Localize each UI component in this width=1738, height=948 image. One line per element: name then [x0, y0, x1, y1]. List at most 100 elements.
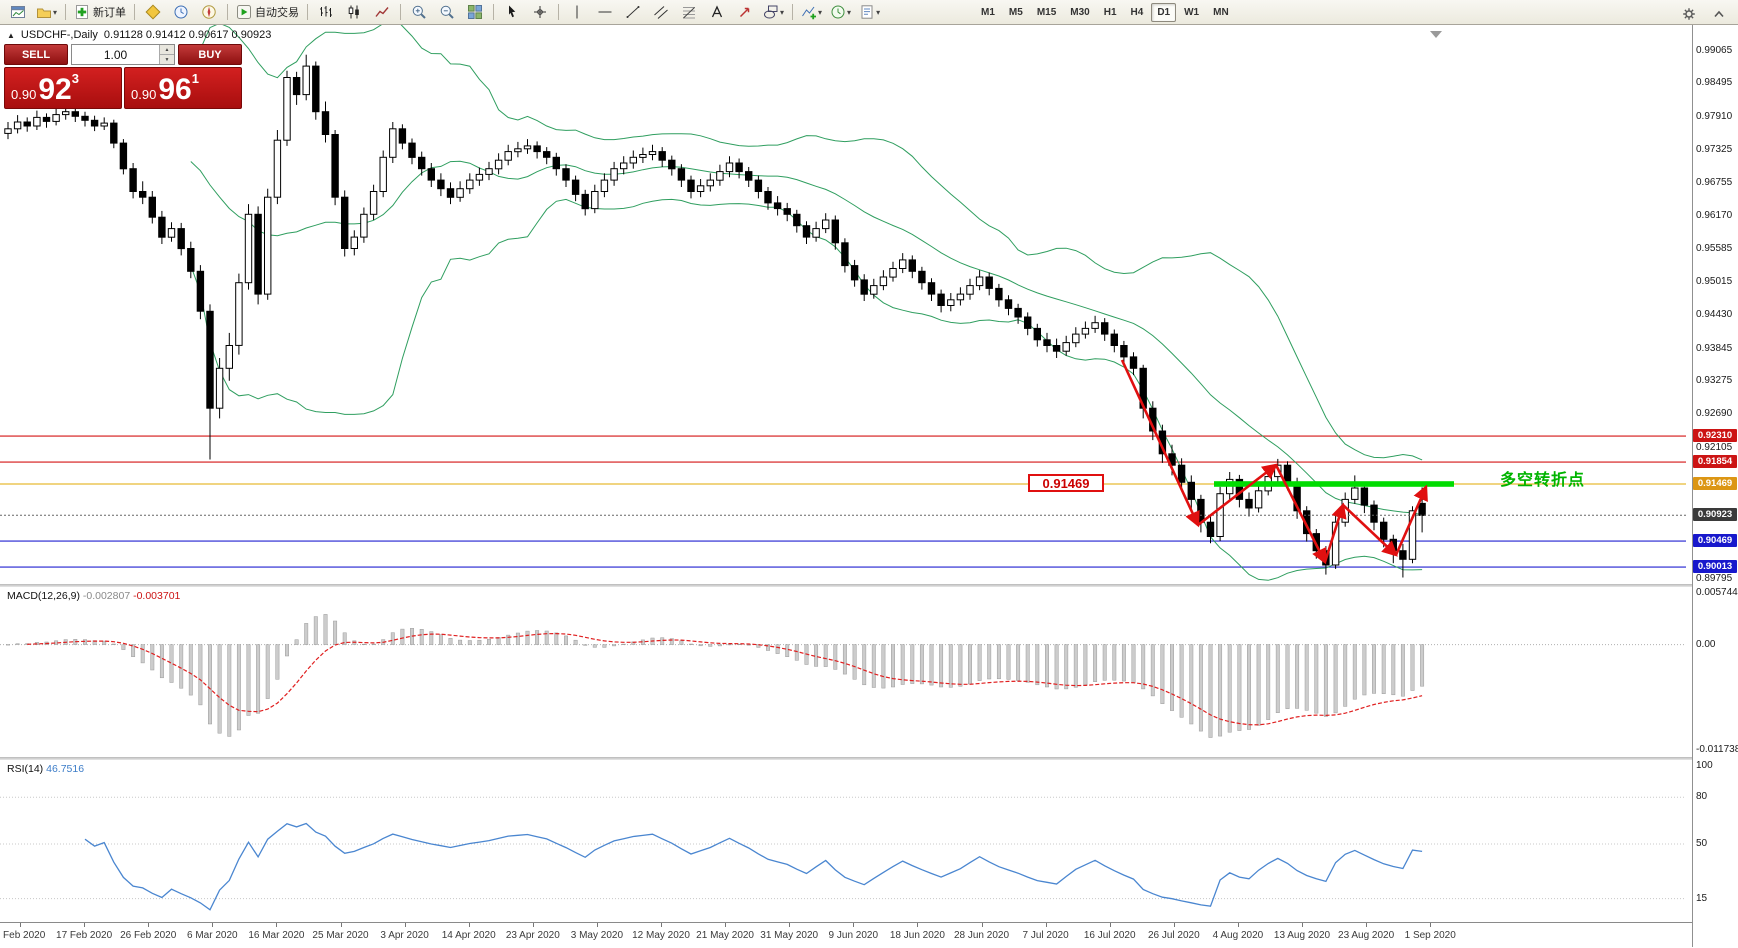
time-axis-label: 23 Apr 2020 [505, 930, 560, 941]
price-axis-badge: 0.91469 [1693, 477, 1737, 491]
price-axis-label: 0.98495 [1696, 77, 1733, 89]
price-axis-label: 0.97910 [1696, 110, 1733, 122]
timeframe-h1-button[interactable]: H1 [1103, 7, 1117, 18]
time-axis-tick [148, 923, 150, 927]
macd-canvas[interactable] [0, 587, 1692, 757]
time-axis-tick [468, 923, 470, 927]
timeframe-mn-button[interactable]: MN [1213, 7, 1229, 18]
toolbar-autotrading-button[interactable]: 自动交易 [233, 1, 302, 23]
time-axis-tick [20, 923, 21, 927]
time-axis-tick [661, 923, 662, 927]
sell-price-button[interactable]: 0.90 92 3 [4, 67, 122, 109]
time-axis-tick [532, 923, 534, 927]
indicators-icon [802, 6, 817, 20]
toolbar-separator [493, 4, 495, 20]
time-axis[interactable]: 7 Feb 2020 17 Feb 2020 26 Feb 2020 6 Mar 20… [0, 922, 1692, 948]
candlestick-chart-icon [348, 5, 359, 19]
toolbar-crosshair-button[interactable] [527, 1, 553, 23]
zoom-in-icon [412, 5, 426, 19]
time-axis-tick [917, 923, 919, 927]
line-chart-icon [375, 7, 389, 17]
toolbar-arrow-tools-button[interactable] [732, 1, 758, 23]
panel-separator[interactable] [0, 584, 1738, 587]
toolbar-right-group [1675, 3, 1733, 25]
time-axis-label: 18 Jun 2020 [889, 930, 945, 941]
time-axis-label: 12 May 2020 [632, 930, 690, 941]
time-axis-tick [212, 923, 214, 927]
toolbar-text-button[interactable] [704, 1, 730, 23]
toolbar-vertical-line-button[interactable] [564, 1, 590, 23]
toolbar-periods-button[interactable]: ▾ [827, 1, 854, 23]
panel-separator[interactable] [0, 757, 1738, 760]
timeframe-m5-button[interactable]: M5 [1008, 7, 1023, 18]
toolbar-line-chart-button[interactable] [369, 1, 395, 23]
toolbar-metaeditor-button[interactable] [140, 1, 166, 23]
toolbar-trendline-button[interactable] [620, 1, 646, 23]
toolbar-equidistant-channel-button[interactable] [648, 1, 674, 23]
toolbar-candlestick-chart-button[interactable] [341, 1, 367, 23]
price-axis-label: 0.005744 [1696, 587, 1738, 598]
price-axis-label: 0.97325 [1696, 144, 1733, 156]
volume-up-button[interactable] [160, 45, 174, 54]
text-icon [711, 5, 723, 18]
toolbar-new-chart-button[interactable] [5, 1, 31, 23]
rsi-canvas[interactable] [0, 760, 1692, 922]
market-watch-icon [174, 5, 188, 19]
time-axis-tick [596, 923, 598, 927]
timeframe-d1-button[interactable]: D1 [1151, 3, 1177, 22]
toolbar-profiles-button[interactable]: ▾ [33, 1, 60, 23]
timeframe-m1-button[interactable]: M1 [981, 7, 995, 18]
timeframe-m15-button[interactable]: M15 [1036, 7, 1057, 18]
time-axis-tick [1430, 923, 1432, 927]
horizontal-line-icon [598, 11, 612, 13]
toolbar-tile-windows-button[interactable] [462, 1, 488, 23]
toolbar-fibonacci-button[interactable] [676, 1, 702, 23]
price-axis-badge: 0.90013 [1693, 560, 1737, 574]
time-axis-tick [1045, 923, 1047, 927]
toolbar-zoom-in-button[interactable] [406, 1, 432, 23]
volume-input[interactable]: 1.00 [103, 47, 128, 62]
toolbar-templates-button[interactable]: ▾ [856, 1, 883, 23]
time-axis-label: 4 Aug 2020 [1212, 930, 1264, 941]
toolbar-market-watch-button[interactable] [168, 1, 194, 23]
buy-button[interactable]: BUY [178, 44, 242, 65]
toolbar-separator [227, 4, 229, 20]
time-axis-label: 25 Mar 2020 [312, 930, 369, 941]
buy-price-button[interactable]: 0.90 96 1 [124, 67, 242, 109]
timeframe-w1-button[interactable]: W1 [1184, 7, 1200, 18]
toolbar-indicators-button[interactable]: ▾ [798, 1, 825, 23]
sell-price-prefix: 0.90 [11, 87, 37, 102]
volume-down-button[interactable] [160, 54, 174, 64]
buy-price-pips: 96 [158, 73, 192, 106]
toolbar-zoom-out-button[interactable] [434, 1, 460, 23]
toolbar-separator [792, 4, 794, 20]
time-axis-tick [1109, 923, 1111, 927]
new-chart-icon [11, 6, 25, 18]
toolbar-navigator-button[interactable] [196, 1, 222, 23]
toolbar-collapse-button[interactable] [1706, 3, 1732, 25]
new-order-icon [76, 5, 89, 19]
toolbar-horizontal-line-button[interactable] [592, 1, 618, 23]
zoom-out-icon [440, 5, 454, 19]
price-axis-label: 0.95585 [1696, 243, 1733, 255]
time-axis-tick [404, 923, 406, 927]
timeframe-h4-button[interactable]: H4 [1130, 7, 1144, 18]
timeframe-m30-button[interactable]: M30 [1070, 7, 1090, 18]
shapes-icon [764, 5, 778, 19]
toolbar-new-order-button[interactable]: 新订单 [71, 1, 129, 23]
time-axis-tick [789, 923, 791, 927]
toolbar-bar-chart-button[interactable] [313, 1, 339, 23]
buy-price-prefix: 0.90 [131, 87, 157, 102]
time-axis-label: 23 Aug 2020 [1338, 930, 1395, 941]
price-axis-label: 50 [1696, 838, 1708, 849]
toolbar-gear-button[interactable] [1676, 3, 1702, 25]
sell-button[interactable]: SELL [4, 44, 68, 65]
time-axis-tick [1302, 923, 1303, 927]
navigator-icon [202, 5, 216, 19]
arrow-tools-icon [739, 7, 750, 18]
price-level-callout[interactable]: 0.91469 [1028, 474, 1104, 492]
trade-panel-collapse-icon[interactable] [7, 29, 15, 41]
toolbar-cursor-button[interactable] [499, 1, 525, 23]
toolbar-shapes-button[interactable]: ▾ [760, 1, 787, 23]
main-chart-canvas[interactable] [0, 25, 1692, 584]
